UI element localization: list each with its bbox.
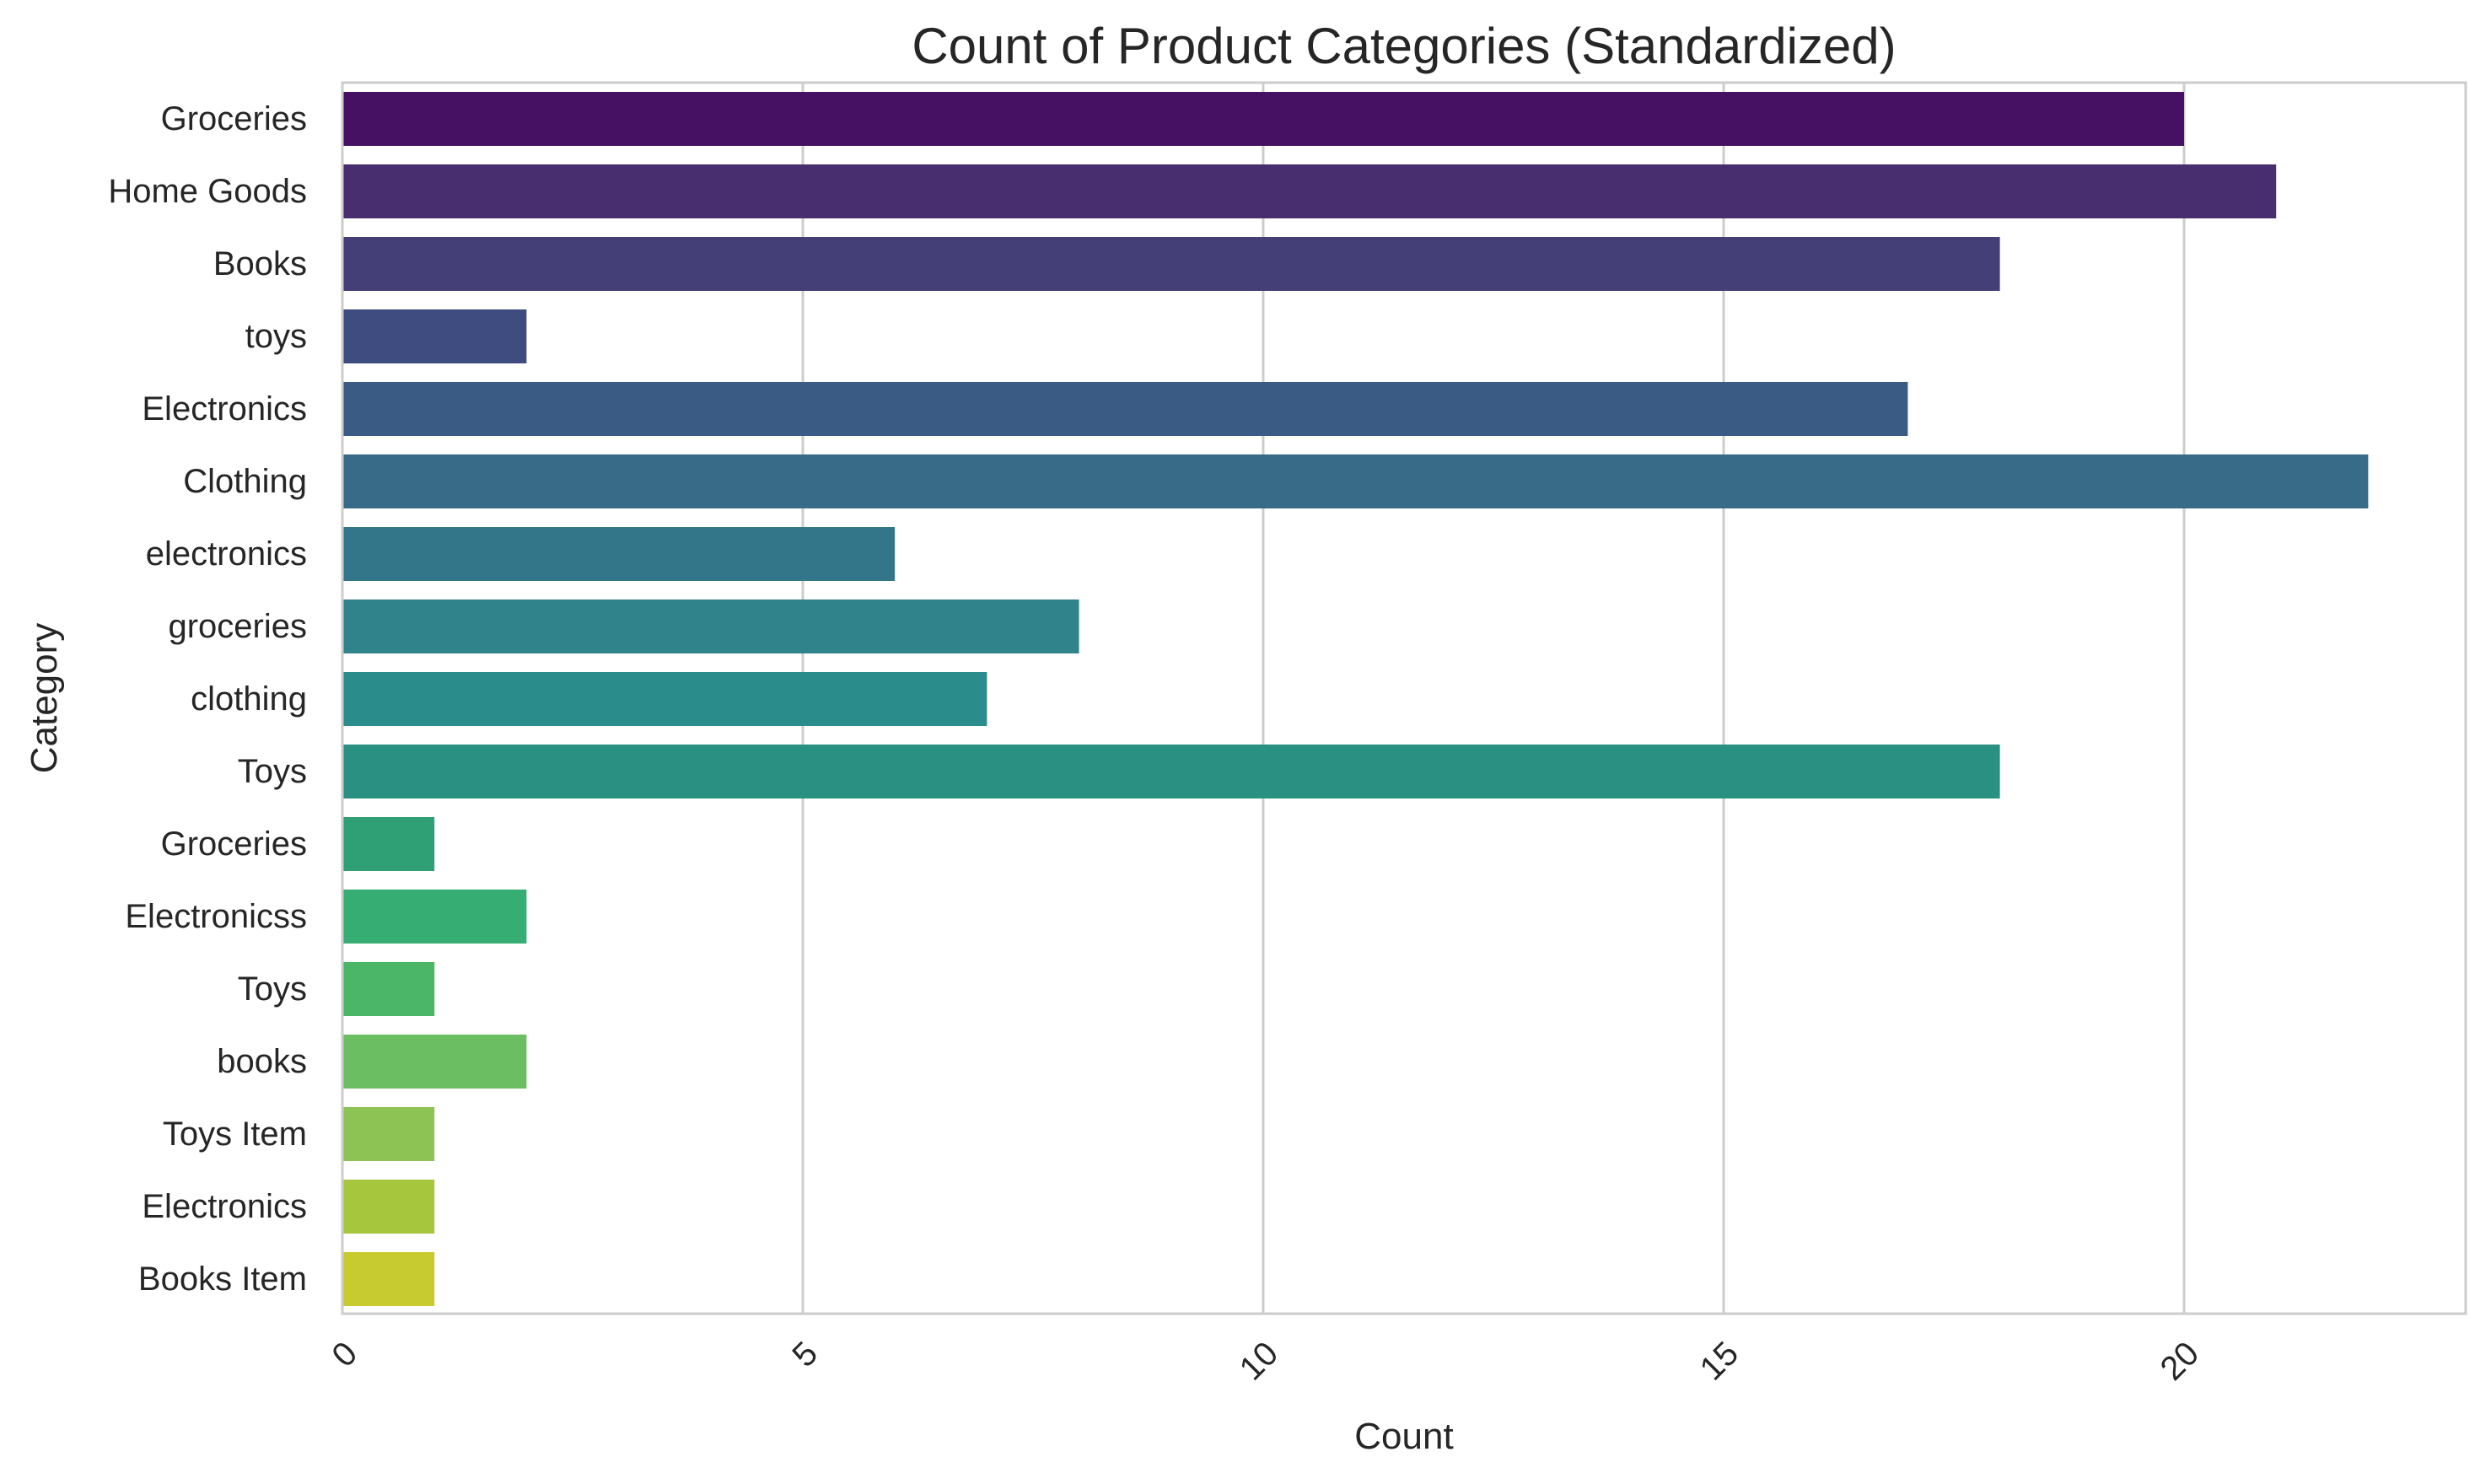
chart-title: Count of Product Categories (Standardize… (912, 18, 1896, 74)
y-axis-label: Category (24, 623, 65, 774)
bar (342, 745, 2000, 798)
bar (342, 672, 987, 726)
y-tick-label: Electronics (142, 1188, 307, 1225)
bar (342, 382, 1908, 436)
y-tick-label: electronics (146, 535, 307, 573)
bar (342, 817, 435, 871)
bar (342, 1180, 435, 1234)
bar (342, 600, 1079, 653)
y-tick-label: Clothing (183, 463, 307, 500)
y-tick-label: Books (213, 245, 307, 282)
bar (342, 1035, 527, 1089)
y-tick-label: books (217, 1043, 307, 1080)
y-tick-label: Electronics (142, 390, 307, 427)
y-tick-label: Groceries (161, 825, 307, 863)
y-tick-labels: Groceries Home Goods Books toys Electronics C… (108, 100, 307, 1298)
bar (342, 237, 2000, 291)
plot-frame (341, 81, 2467, 1315)
y-tick-label: Electronicss (125, 898, 307, 935)
bar (342, 454, 2369, 508)
y-tick-label: toys (245, 318, 307, 355)
y-tick-label: groceries (168, 608, 307, 645)
y-tick-label: Toys Item (163, 1116, 307, 1153)
bar (342, 92, 2184, 146)
y-tick-label: Toys (238, 971, 307, 1008)
x-axis-label: Count (1354, 1416, 1453, 1457)
bar (342, 527, 896, 581)
y-tick-label: Books Item (138, 1261, 307, 1298)
bar (342, 164, 2277, 218)
y-tick-label: Home Goods (108, 173, 307, 210)
bar (342, 1107, 435, 1161)
bar (342, 962, 435, 1016)
bar (342, 309, 527, 363)
y-tick-label: Groceries (161, 100, 307, 137)
bar (342, 1252, 435, 1306)
bar (342, 890, 527, 944)
y-tick-label: clothing (191, 680, 307, 718)
y-tick-label: Toys (238, 753, 307, 790)
bars (342, 92, 2369, 1306)
